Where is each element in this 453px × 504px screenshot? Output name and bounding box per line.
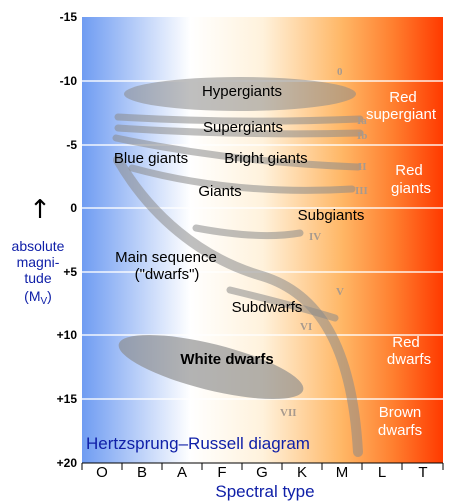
x-tick: G [256, 464, 268, 481]
label-brown-dwarfs-2: dwarfs [378, 422, 422, 439]
region-labels: Hypergiants Supergiants Blue giants Brig… [114, 83, 437, 439]
label-red-supergiant-1: Red [389, 89, 417, 106]
y-axis-ticks: -15 -10 -5 0 +5 +10 +15 +20 [57, 10, 78, 470]
y-label-line-4: (MV) [24, 288, 52, 307]
subdwarf-band [226, 286, 339, 322]
label-supergiants: Supergiants [203, 119, 283, 136]
class-0: 0 [337, 66, 343, 78]
class-ii: II [358, 161, 367, 173]
y-tick: +15 [57, 392, 78, 406]
label-subgiants: Subgiants [298, 207, 365, 224]
class-ib: Ib [357, 130, 367, 142]
hypergiant-band [124, 77, 356, 111]
x-tick: A [177, 464, 187, 481]
y-tick: 0 [70, 201, 77, 215]
x-axis-tick-marks [81, 462, 444, 470]
label-brown-dwarfs-1: Brown [379, 404, 422, 421]
x-tick: M [336, 464, 349, 481]
white-dwarf-band [118, 334, 304, 400]
y-label-line-3: tude [24, 270, 51, 286]
y-tick: -10 [60, 74, 78, 88]
label-red-giants-1: Red [395, 162, 423, 179]
label-white-dwarfs: White dwarfs [180, 351, 273, 368]
y-label-line-2: magni- [17, 254, 60, 270]
luminosity-classes: 0 Ia Ib II III IV V VI VII [280, 66, 368, 419]
class-ia: Ia [357, 115, 367, 127]
x-tick: T [418, 464, 427, 481]
y-tick: -15 [60, 10, 78, 24]
class-iv: IV [309, 231, 321, 243]
y-tick: +20 [57, 456, 78, 470]
x-axis-ticks: O B A F G K M L T [96, 464, 427, 481]
class-v: V [336, 286, 344, 298]
stellar-bands [112, 77, 364, 457]
label-red-dwarfs-1: Red [392, 334, 420, 351]
label-dwarfs: ("dwarfs") [135, 266, 200, 283]
label-hypergiants: Hypergiants [202, 83, 282, 100]
y-tick: -5 [66, 138, 77, 152]
label-red-dwarfs-2: dwarfs [387, 351, 431, 368]
main-sequence-band [113, 155, 363, 457]
supergiant-band-ia [114, 113, 364, 125]
label-red-giants-2: giants [391, 180, 431, 197]
y-tick: +10 [57, 328, 78, 342]
subgiant-band [192, 224, 304, 240]
supergiant-band-ib [114, 124, 364, 138]
label-subdwarfs: Subdwarfs [232, 299, 303, 316]
y-axis-title: ↑ absolute magni- tude (MV) [12, 195, 65, 307]
up-arrow-icon: ↑ [29, 195, 51, 225]
class-vii: VII [280, 407, 297, 419]
x-tick: K [297, 464, 307, 481]
y-tick: +5 [63, 265, 77, 279]
class-vi: VI [300, 321, 312, 333]
class-iii: III [355, 185, 368, 197]
x-tick: B [137, 464, 147, 481]
label-giants: Giants [198, 183, 241, 200]
bright-giant-band [112, 134, 362, 171]
x-tick: F [217, 464, 226, 481]
label-red-supergiant-2: supergiant [366, 106, 437, 123]
y-label-line-1: absolute [12, 238, 65, 254]
label-bright-giants: Bright giants [224, 150, 307, 167]
x-axis-title: Spectral type [215, 482, 314, 501]
giant-band [128, 164, 356, 194]
x-tick: O [96, 464, 108, 481]
label-main-sequence: Main sequence [115, 249, 217, 266]
x-tick: L [378, 464, 386, 481]
label-blue-giants: Blue giants [114, 150, 188, 167]
diagram-title: Hertzsprung–Russell diagram [86, 434, 310, 453]
